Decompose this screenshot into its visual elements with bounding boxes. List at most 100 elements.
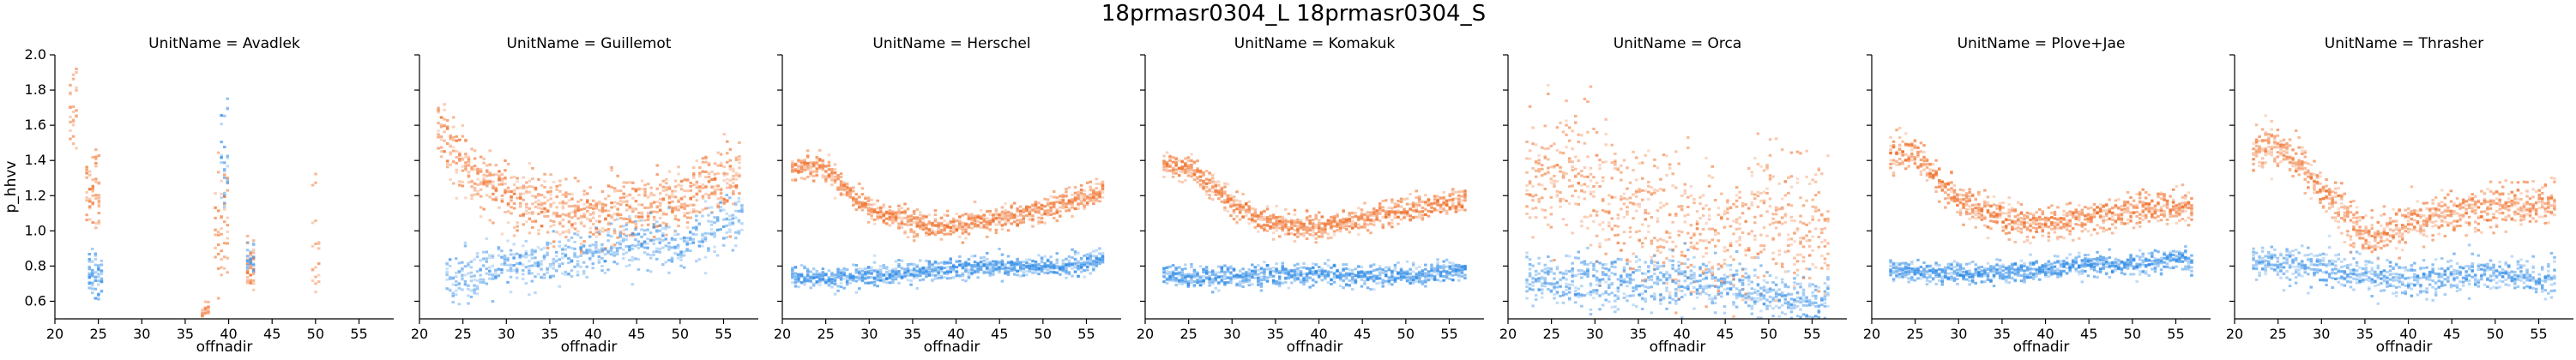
histogram-cell (709, 211, 714, 214)
histogram-cell (628, 204, 632, 207)
histogram-cell (85, 213, 88, 217)
histogram-cell (1338, 224, 1342, 227)
histogram-cell (842, 267, 846, 271)
histogram-cell (964, 229, 968, 232)
histogram-cell (579, 248, 582, 251)
histogram-cell (1098, 252, 1101, 255)
histogram-cell (1190, 273, 1193, 276)
histogram-cell (1454, 205, 1458, 208)
histogram-cell (1354, 223, 1358, 226)
histogram-cell (827, 269, 831, 273)
histogram-cell (573, 251, 576, 255)
histogram-cell (576, 270, 580, 273)
histogram-cell (1098, 262, 1101, 265)
histogram-cell (522, 273, 525, 276)
histogram-cell (679, 196, 684, 200)
histogram-cell (1217, 275, 1221, 279)
histogram-cell (652, 235, 656, 238)
histogram-cell (685, 237, 689, 240)
histogram-cell (1171, 169, 1175, 172)
histogram-cell (628, 245, 631, 248)
histogram-cell (600, 202, 605, 206)
histogram-cell (245, 267, 250, 270)
histogram-cell (1265, 205, 1270, 208)
histogram-cell (481, 281, 486, 285)
histogram-cell (1162, 271, 1166, 274)
histogram-cell (1457, 205, 1461, 208)
histogram-cell (524, 255, 528, 259)
histogram-cell (643, 190, 647, 194)
histogram-cell (1424, 207, 1427, 211)
histogram-cell (1238, 285, 1242, 287)
histogram-cell (1162, 270, 1166, 273)
histogram-cell (223, 195, 226, 198)
histogram-cell (1006, 267, 1010, 270)
histogram-cell (854, 198, 859, 201)
histogram-cell (961, 224, 965, 227)
histogram-cell (988, 213, 992, 216)
histogram-cell (707, 232, 710, 235)
histogram-cell (1059, 273, 1062, 276)
histogram-cell (1211, 269, 1215, 273)
histogram-cell (805, 274, 810, 278)
histogram-cell (667, 271, 671, 274)
histogram-cell (986, 271, 989, 274)
histogram-cell (961, 226, 965, 230)
histogram-cell (91, 248, 94, 250)
histogram-cell (455, 162, 458, 165)
histogram-cell (1245, 213, 1248, 217)
histogram-cell (1204, 193, 1209, 196)
histogram-cell (1226, 267, 1230, 271)
histogram-cell (888, 269, 892, 273)
histogram-cell (561, 193, 565, 196)
histogram-cell (925, 233, 928, 237)
histogram-cell (955, 273, 959, 277)
histogram-cell (1223, 201, 1227, 204)
histogram-cell (1308, 226, 1312, 230)
histogram-cell (1241, 192, 1245, 195)
histogram-cell (986, 235, 989, 238)
histogram-cell (69, 129, 72, 132)
histogram-cell (845, 279, 849, 282)
histogram-cell (1409, 202, 1412, 206)
histogram-cell (451, 301, 455, 304)
histogram-cell (457, 261, 462, 265)
histogram-cell (683, 207, 686, 210)
histogram-cell (1049, 195, 1053, 198)
histogram-cell (1332, 219, 1336, 222)
series-L (791, 148, 1105, 244)
histogram-cell (1217, 193, 1221, 196)
histogram-cell (992, 269, 995, 273)
histogram-cell (731, 217, 735, 220)
histogram-cell (818, 167, 822, 171)
histogram-cell (673, 229, 677, 232)
histogram-cell (921, 228, 926, 231)
histogram-cell (919, 227, 922, 230)
histogram-cell (476, 169, 480, 172)
histogram-cell (811, 282, 816, 285)
histogram-cell (467, 264, 470, 267)
histogram-cell (703, 200, 708, 203)
histogram-cell (479, 267, 482, 270)
histogram-cell (476, 171, 480, 174)
histogram-cell (897, 226, 901, 230)
histogram-cell (799, 167, 804, 171)
histogram-cell (1028, 218, 1032, 221)
histogram-cell (1037, 222, 1041, 225)
histogram-cell (628, 218, 632, 221)
histogram-cell (793, 164, 798, 167)
histogram-cell (870, 198, 873, 201)
histogram-cell (207, 306, 210, 309)
histogram-cell (1059, 267, 1062, 271)
histogram-cell (689, 231, 692, 234)
histogram-cell (1046, 268, 1050, 272)
histogram-cell (537, 203, 540, 207)
histogram-cell (866, 209, 871, 213)
histogram-cell (701, 157, 705, 160)
histogram-cell (830, 175, 834, 178)
histogram-cell (1006, 214, 1010, 218)
histogram-cell (1034, 210, 1038, 213)
histogram-cell (695, 214, 698, 218)
histogram-cell (872, 210, 877, 213)
histogram-cell (1031, 260, 1035, 263)
